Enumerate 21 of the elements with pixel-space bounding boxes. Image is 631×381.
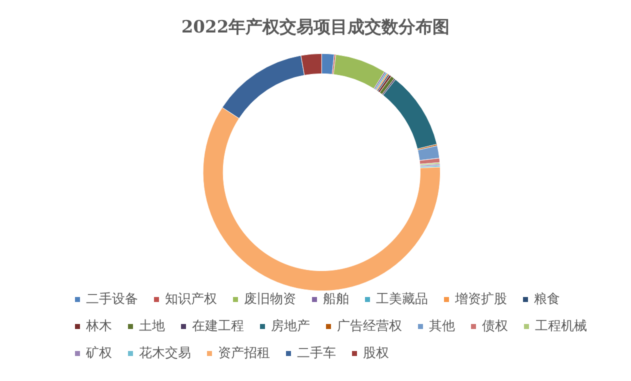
legend-label: 二手车 xyxy=(297,346,336,361)
legend-label: 花木交易 xyxy=(139,345,191,361)
legend-label: 林木 xyxy=(85,319,112,334)
legend-label: 资产招租 xyxy=(218,346,270,361)
legend-label: 债权 xyxy=(482,319,508,334)
legend-label: 废旧物资 xyxy=(244,292,296,307)
legend-label: 在建工程 xyxy=(192,319,244,334)
legend-label: 粮食 xyxy=(534,292,560,307)
legend-label: 二手设备 xyxy=(86,292,138,307)
legend-label: 房地产 xyxy=(271,318,310,334)
legend-label: 工程机械 xyxy=(535,319,587,334)
legend-label: 土地 xyxy=(139,319,165,334)
legend-label: 工美藏品 xyxy=(376,291,428,307)
legend-label: 矿权 xyxy=(85,346,112,361)
chart-title: 2022年产权交易项目成交数分布图 xyxy=(181,18,450,38)
legend-label: 广告经营权 xyxy=(337,319,402,334)
legend-label: 其他 xyxy=(429,319,455,334)
legend-label: 知识产权 xyxy=(165,292,217,307)
legend-label: 股权 xyxy=(363,346,389,361)
legend-label: 船舶 xyxy=(323,292,349,307)
legend-label: 增资扩股 xyxy=(454,292,507,307)
